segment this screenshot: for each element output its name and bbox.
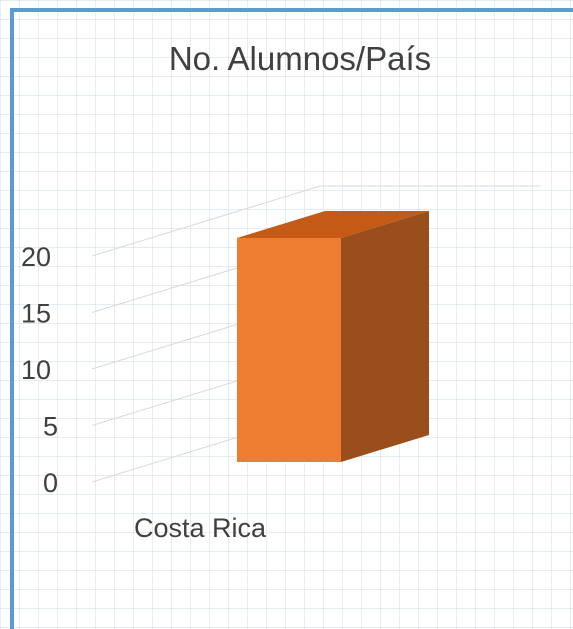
- chart-title: No. Alumnos/País: [168, 40, 432, 77]
- bar-top-face-0: [237, 210, 429, 238]
- y-tick-label-15: 15: [21, 299, 51, 329]
- x-category-label: Costa Rica: [134, 513, 267, 543]
- y-tick-label-5: 5: [43, 412, 58, 442]
- bar-side-face-0: [341, 210, 429, 462]
- bar-front-face-0: [237, 237, 341, 462]
- chart-frame: [10, 8, 573, 629]
- gridline-20: [91, 185, 321, 257]
- y-tick-label-10: 10: [21, 355, 51, 385]
- y-tick-label-0: 0: [43, 468, 58, 498]
- y-tick-label-20: 20: [21, 242, 51, 272]
